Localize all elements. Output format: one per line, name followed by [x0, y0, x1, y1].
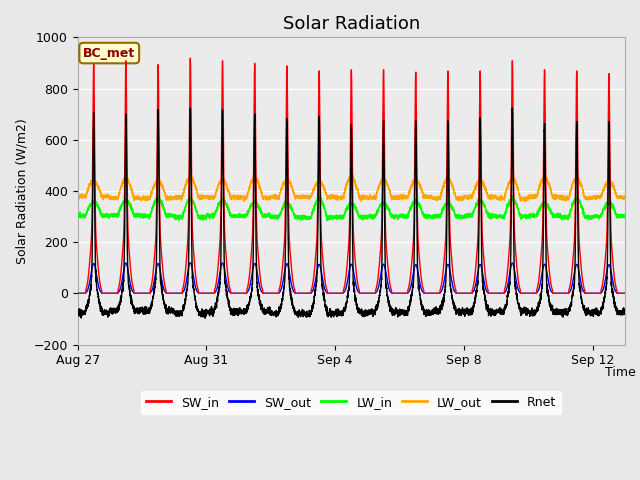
LW_out: [465, 193, 472, 199]
LW_in: [154, 193, 161, 199]
Rnet: [465, 309, 472, 315]
LW_out: [161, 191, 169, 196]
SW_out: [410, 266, 418, 272]
Y-axis label: Solar Radiation (W/m2): Solar Radiation (W/m2): [15, 118, 28, 264]
SW_in: [124, 208, 131, 214]
LW_in: [161, 210, 169, 216]
Line: SW_out: SW_out: [77, 263, 625, 293]
Rnet: [410, 263, 418, 268]
SW_out: [74, 290, 81, 296]
SW_in: [161, 283, 169, 289]
Rnet: [188, 238, 196, 243]
LW_out: [621, 195, 629, 201]
LW_out: [124, 177, 131, 183]
SW_out: [404, 289, 412, 295]
LW_in: [404, 212, 412, 217]
Rnet: [202, 315, 209, 321]
SW_out: [186, 260, 194, 265]
LW_out: [520, 199, 528, 204]
LW_out: [188, 176, 196, 181]
SW_in: [410, 218, 418, 224]
SW_out: [188, 264, 196, 269]
SW_in: [621, 290, 629, 296]
SW_in: [188, 199, 196, 205]
LW_in: [124, 199, 131, 204]
SW_out: [161, 288, 169, 294]
LW_in: [465, 214, 473, 219]
LW_out: [74, 195, 81, 201]
Rnet: [621, 310, 629, 315]
Line: SW_in: SW_in: [77, 58, 625, 293]
SW_out: [124, 264, 131, 270]
Rnet: [161, 303, 169, 309]
Rnet: [404, 304, 412, 310]
SW_in: [465, 290, 472, 296]
LW_in: [74, 213, 81, 219]
SW_out: [465, 290, 472, 296]
LW_in: [621, 215, 629, 221]
SW_in: [404, 286, 412, 292]
Legend: SW_in, SW_out, LW_in, LW_out, Rnet: SW_in, SW_out, LW_in, LW_out, Rnet: [141, 391, 561, 414]
LW_in: [188, 197, 196, 203]
SW_in: [74, 290, 81, 296]
Text: BC_met: BC_met: [83, 47, 136, 60]
Title: Solar Radiation: Solar Radiation: [283, 15, 420, 33]
LW_out: [572, 173, 580, 179]
Rnet: [124, 256, 131, 262]
SW_in: [186, 55, 194, 61]
SW_out: [621, 290, 629, 296]
LW_out: [404, 193, 412, 199]
LW_out: [410, 177, 418, 182]
Rnet: [508, 105, 516, 111]
Line: LW_out: LW_out: [77, 176, 625, 202]
Rnet: [74, 308, 81, 313]
Line: Rnet: Rnet: [77, 108, 625, 318]
LW_in: [410, 198, 418, 204]
LW_in: [323, 217, 331, 223]
Line: LW_in: LW_in: [77, 196, 625, 220]
X-axis label: Time: Time: [605, 366, 636, 379]
